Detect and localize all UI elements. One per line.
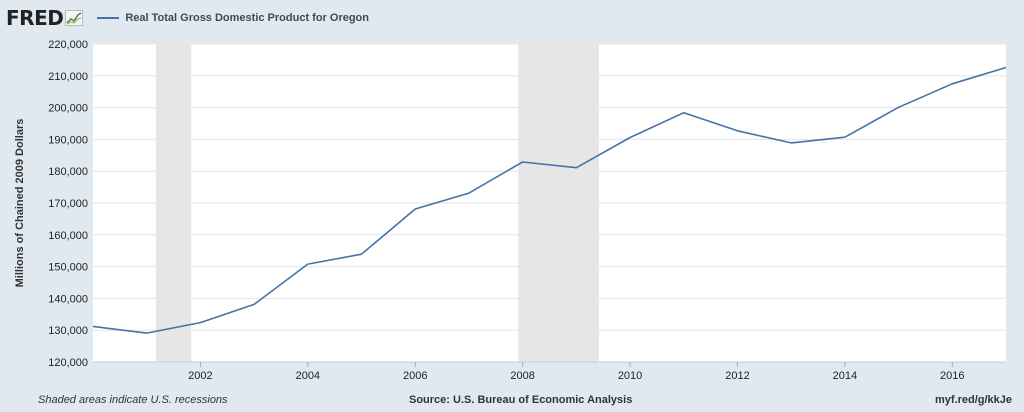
gridlines (93, 43, 1006, 363)
x-tick-label: 2008 (510, 370, 534, 382)
data-point[interactable] (787, 139, 795, 147)
x-tick-label: 2016 (940, 370, 964, 382)
data-point[interactable] (465, 189, 473, 197)
data-point[interactable] (1002, 64, 1010, 72)
data-point[interactable] (948, 80, 956, 88)
line-chart: 2002 2004 2006 2008 2010 2012 2014 2016 120,000… (14, 39, 1010, 382)
series-layer (89, 64, 1010, 337)
x-tick-label: 2010 (618, 370, 642, 382)
y-axis-label: Millions of Chained 2009 Dollars (14, 119, 26, 288)
x-tick-label: 2012 (725, 370, 749, 382)
data-point[interactable] (250, 300, 258, 308)
data-point[interactable] (304, 260, 312, 268)
source-note: Source: U.S. Bureau of Economic Analysis (409, 394, 633, 406)
data-point[interactable] (626, 133, 634, 141)
data-point[interactable] (572, 164, 580, 172)
legend-swatch (97, 17, 120, 19)
data-point[interactable] (680, 109, 688, 117)
y-tick-label: 160,000 (48, 230, 88, 242)
data-point[interactable] (841, 133, 849, 141)
x-tick-label: 2004 (296, 370, 320, 382)
y-tick-label: 150,000 (48, 262, 88, 274)
data-point[interactable] (89, 322, 97, 330)
data-point[interactable] (519, 158, 527, 166)
y-tick-label: 190,000 (48, 134, 88, 146)
y-tick-label: 120,000 (48, 357, 88, 369)
chart-legend: Real Total Gross Domestic Product for Or… (97, 12, 369, 24)
x-tick-label: 2014 (833, 370, 857, 382)
x-tick-label: 2002 (188, 370, 212, 382)
short-url-link[interactable]: myf.red/g/kkJe (934, 394, 1012, 406)
sparkline-chart-icon (65, 10, 84, 26)
data-point[interactable] (196, 319, 204, 327)
data-point[interactable] (411, 205, 419, 213)
legend-label: Real Total Gross Domestic Product for Or… (125, 12, 369, 24)
x-tick-label: 2006 (403, 370, 427, 382)
data-point[interactable] (895, 103, 903, 111)
data-point[interactable] (733, 127, 741, 135)
y-tick-label: 210,000 (48, 71, 88, 83)
y-tick-label: 170,000 (48, 198, 88, 210)
series-line-0 (92, 66, 1007, 334)
recession-note: Shaded areas indicate U.S. recessions (38, 394, 228, 406)
x-axis: 2002 2004 2006 2008 2010 2012 2014 2016 (93, 361, 1006, 382)
fred-logo-text: FRED (6, 6, 64, 30)
fred-logo[interactable]: FRED (6, 6, 84, 30)
y-tick-label: 220,000 (48, 39, 88, 51)
y-axis: 120,000 130,000 140,000 150,000 160,000 170,0… (48, 39, 88, 369)
chart-footer: Shaded areas indicate U.S. recessions So… (0, 394, 1024, 410)
chart-header: FRED Real Total Gross Domestic Product f… (6, 4, 369, 32)
data-point[interactable] (358, 250, 366, 258)
y-tick-label: 130,000 (48, 325, 88, 337)
y-tick-label: 200,000 (48, 103, 88, 115)
data-point[interactable] (143, 329, 151, 337)
y-tick-label: 140,000 (48, 293, 88, 305)
y-tick-label: 180,000 (48, 166, 88, 178)
